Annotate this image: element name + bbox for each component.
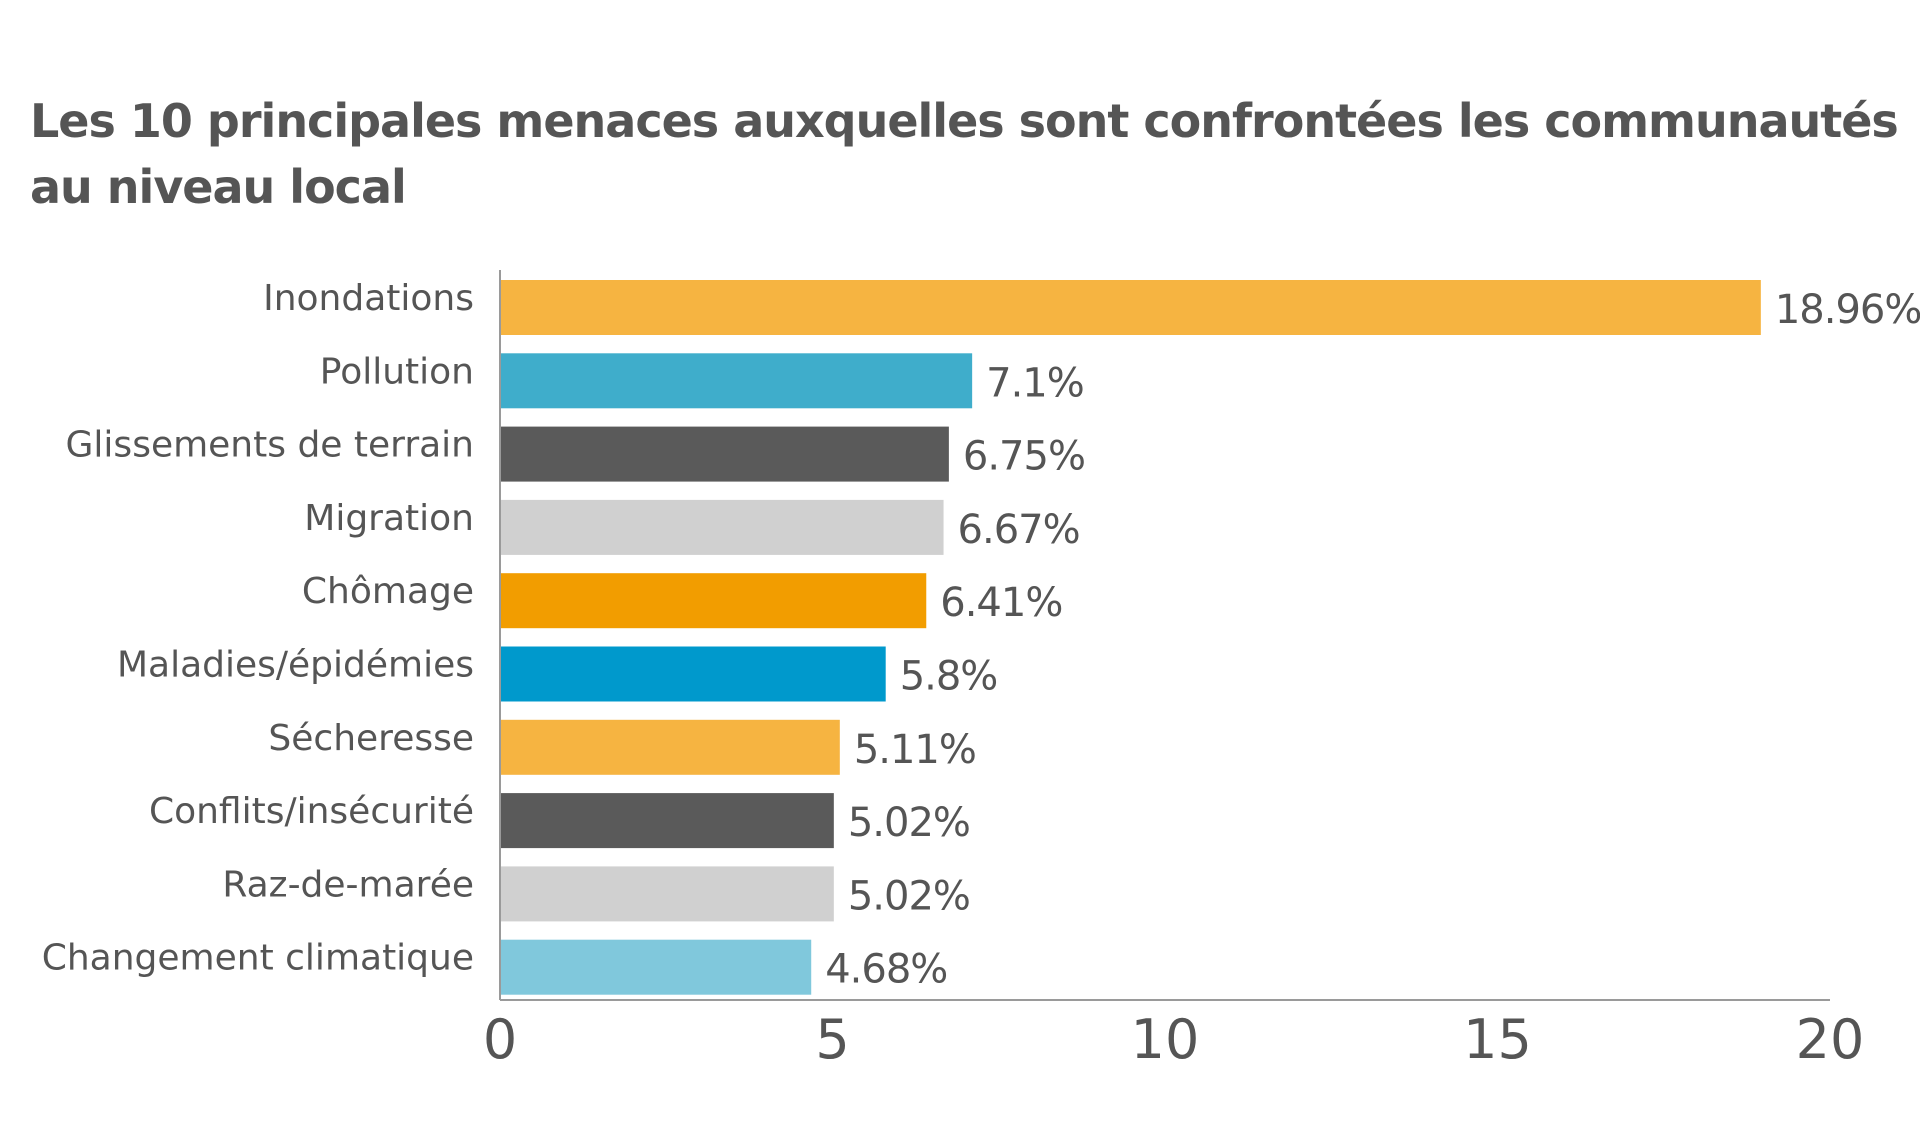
bars-group [500, 280, 1761, 995]
x-tick-label: 20 [1796, 1008, 1865, 1071]
bar [500, 793, 834, 849]
category-label: Raz-de-marée [222, 864, 474, 905]
bar [500, 280, 1761, 335]
category-label: Changement climatique [42, 938, 474, 979]
category-label: Migration [304, 498, 474, 539]
value-label: 5.8% [900, 654, 998, 700]
x-tick-label: 10 [1131, 1008, 1200, 1071]
bar [500, 646, 886, 702]
value-label: 5.11% [854, 727, 976, 773]
category-labels: Inondations Pollution Glissements de terra… [42, 278, 474, 979]
value-labels: 18.96% 7.1% 6.75% 6.67% 6.41% 5.8% 5.11% 5.02% 5… [825, 287, 1920, 993]
bar [500, 426, 949, 482]
bar [500, 573, 927, 629]
x-tick-label: 5 [815, 1008, 849, 1071]
value-label: 6.75% [963, 434, 1085, 480]
bar [500, 353, 973, 409]
value-label: 7.1% [986, 360, 1084, 406]
bar [500, 499, 944, 555]
value-label: 18.96% [1775, 287, 1920, 333]
bar [500, 866, 834, 922]
category-label: Conflits/insécurité [149, 791, 474, 832]
bar [500, 939, 812, 995]
category-label: Glissements de terrain [66, 425, 474, 466]
category-label: Maladies/épidémies [117, 645, 474, 686]
category-label: Pollution [320, 351, 474, 392]
chart-title: Les 10 principales menaces auxquelles so… [30, 94, 1899, 214]
x-tick-label: 15 [1463, 1008, 1532, 1071]
value-label: 5.02% [848, 873, 970, 919]
value-label: 4.68% [825, 947, 947, 993]
value-label: 6.67% [958, 507, 1080, 553]
x-axis-ticks: 0 5 10 15 20 [483, 1008, 1865, 1071]
category-label: Sécheresse [268, 718, 474, 759]
category-label: Inondations [263, 278, 474, 319]
value-label: 5.02% [848, 800, 970, 846]
category-label: Chômage [302, 571, 474, 612]
x-tick-label: 0 [483, 1008, 517, 1071]
bar [500, 719, 840, 775]
value-label: 6.41% [940, 580, 1062, 626]
